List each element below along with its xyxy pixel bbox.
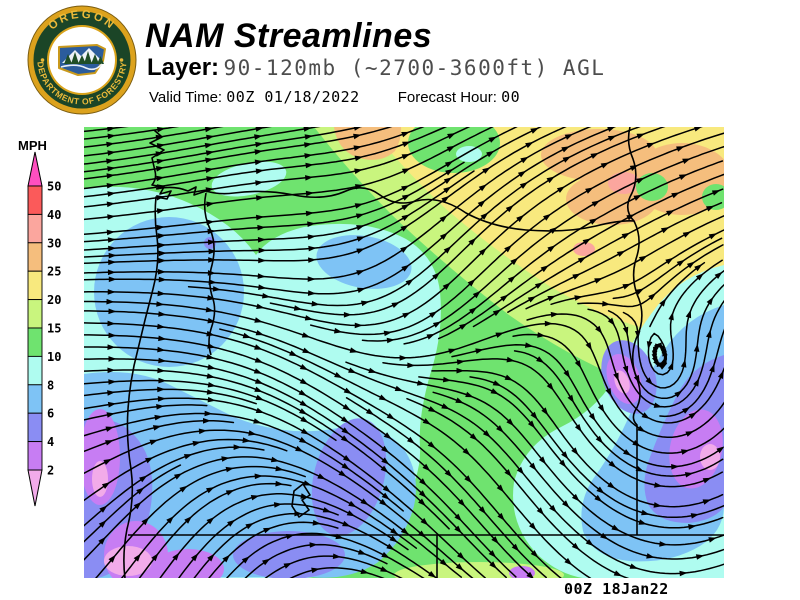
shading-region: [608, 172, 640, 194]
forecast-hour-value: 00: [501, 88, 521, 106]
logo-emblem: [58, 44, 106, 76]
streamline: [84, 369, 450, 530]
streamline: [525, 214, 724, 310]
streamline: [84, 127, 703, 327]
shading-region: [316, 235, 412, 289]
streamline: [84, 404, 208, 421]
legend-tick-label: 40: [47, 208, 61, 222]
streamline: [612, 237, 723, 300]
page-title: NAM Streamlines: [145, 17, 433, 55]
streamline: [84, 127, 272, 157]
logo-right-ornament: [119, 58, 124, 62]
shading-region: [92, 461, 108, 497]
streamline-map: [84, 127, 724, 578]
legend-title: MPH: [18, 138, 47, 153]
streamline: [587, 299, 724, 408]
forecast-hour-label: Forecast Hour:: [397, 89, 497, 106]
streamline: [84, 127, 448, 198]
streamline: [513, 350, 724, 477]
legend-tick-label: 25: [47, 265, 61, 279]
streamline: [84, 446, 265, 527]
streamline: [659, 328, 724, 418]
streamline: [507, 202, 723, 313]
streamline: [84, 170, 475, 258]
streamline: [345, 361, 724, 546]
legend-tick-label: 15: [47, 322, 61, 336]
streamline: [289, 567, 385, 578]
map-timestamp: 00Z 18Jan22: [564, 580, 669, 598]
streamline: [84, 438, 288, 502]
logo-left-ornament: [40, 58, 45, 62]
streamline: [84, 429, 474, 578]
legend-segment: [27, 185, 43, 215]
logo-river: [60, 63, 103, 71]
streamline: [526, 313, 724, 424]
legend-segment: [27, 327, 43, 357]
streamline: [84, 127, 321, 165]
valid-time-value: 00Z 01/18/2022: [226, 88, 360, 106]
legend-segment: [27, 270, 43, 301]
layer-label: Layer:: [147, 54, 220, 81]
legend-tick-label: 30: [47, 236, 61, 250]
streamline: [84, 127, 617, 295]
legend-segment: [27, 213, 43, 244]
layer-line: Layer: 90-120mb (~2700-3600ft) AGL: [147, 54, 605, 82]
streamline: [84, 127, 471, 208]
streamlines-layer: [84, 127, 724, 578]
legend-tick-label: 4: [47, 435, 54, 449]
streamline: [84, 127, 567, 265]
legend-segment: [27, 242, 43, 272]
shading-region: [152, 549, 224, 578]
streamline: [84, 127, 393, 180]
streamline: [84, 300, 724, 439]
streamline: [159, 493, 409, 578]
shading-region: [636, 173, 668, 201]
valid-time-line: Valid Time: 00Z 01/18/2022 Forecast Hour:…: [149, 88, 520, 106]
streamline: [472, 188, 724, 328]
streamline: [84, 358, 507, 578]
wind-speed-legend: MPH 50 40 30 25 20 15 10 8 6 4 2: [18, 138, 61, 507]
shading-region: [334, 127, 402, 160]
odf-logo-seal: OREGON DEPARTMENT OF FORESTRY: [27, 5, 137, 115]
streamline: [431, 369, 724, 508]
streamline: [84, 127, 363, 173]
legend-bottom-arrow: [27, 469, 43, 507]
legend-tick-label: 2: [47, 464, 54, 478]
streamline: [649, 261, 706, 328]
streamline: [84, 379, 337, 442]
columbia-river: [155, 186, 635, 232]
legend-tick-label: 8: [47, 378, 54, 392]
streamline: [84, 464, 182, 543]
legend-top-arrow: [27, 151, 43, 187]
legend-segment: [27, 412, 43, 443]
streamline: [84, 127, 180, 140]
legend-tick-label: 50: [47, 180, 61, 194]
legend-tick-label: 6: [47, 407, 54, 421]
streamline: [622, 269, 724, 389]
streamline: [84, 334, 534, 578]
streamline: [403, 160, 724, 345]
streamline: [225, 532, 425, 578]
legend-tick-label: 20: [47, 293, 61, 307]
legend-segment: [27, 355, 43, 386]
forecast-hour-group: Forecast Hour: 00: [397, 88, 521, 106]
streamline: [361, 145, 724, 342]
streamline: [84, 127, 494, 221]
valid-time-label: Valid Time:: [149, 89, 223, 106]
legend-segment: [27, 384, 43, 414]
shading-region: [456, 146, 482, 162]
legend-tick-label: 10: [47, 350, 61, 364]
shading-region: [233, 531, 345, 578]
streamline: [193, 512, 438, 578]
streamline: [406, 397, 630, 578]
streamline: [84, 310, 724, 575]
streamline: [84, 322, 562, 578]
layer-value: 90-120mb (~2700-3600ft) AGL: [223, 56, 606, 80]
legend-segment: [27, 441, 43, 471]
streamline: [469, 376, 724, 519]
legend-segment: [27, 299, 43, 329]
logo-trees: [64, 51, 104, 64]
coastline: [123, 129, 172, 578]
